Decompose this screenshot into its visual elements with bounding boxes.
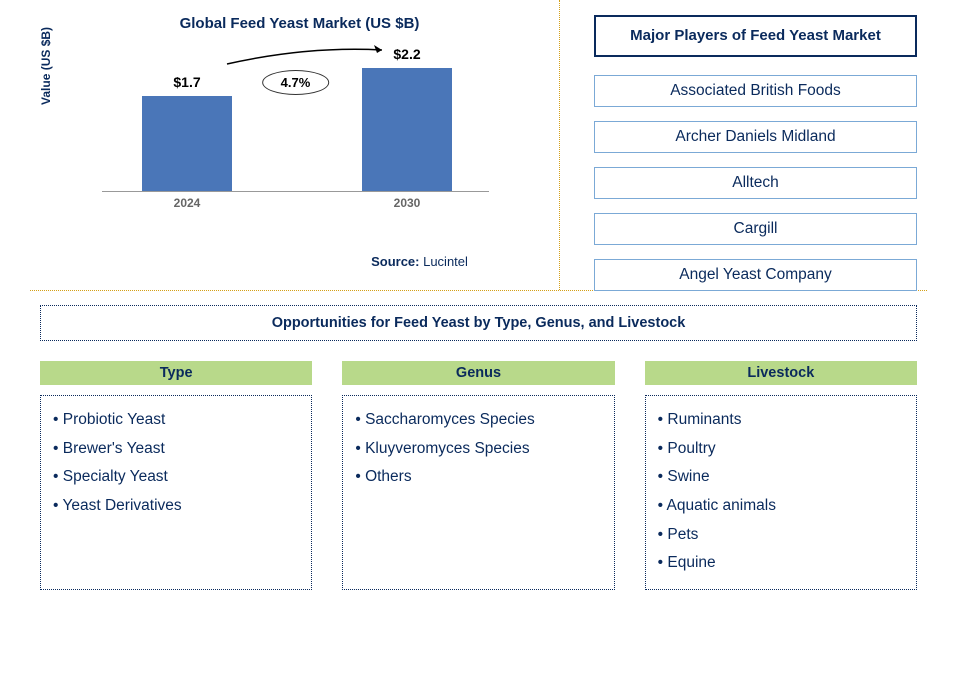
- source-attribution: Source: Lucintel: [310, 254, 529, 269]
- cagr-value: 4.7%: [262, 70, 330, 95]
- list-item: Poultry: [658, 435, 904, 464]
- players-title-box: Major Players of Feed Yeast Market: [594, 15, 917, 57]
- major-players-panel: Major Players of Feed Yeast Market Assoc…: [560, 0, 957, 290]
- bar-2024: $1.7: [142, 96, 232, 191]
- bar-label-2030: $2.2: [362, 46, 452, 62]
- opp-list-type: Probiotic Yeast Brewer's Yeast Specialty…: [40, 395, 312, 590]
- bar-2030: $2.2: [362, 68, 452, 191]
- opp-col-type: Type Probiotic Yeast Brewer's Yeast Spec…: [40, 361, 312, 590]
- list-item: Equine: [658, 549, 904, 578]
- opp-list-genus: Saccharomyces Species Kluyveromyces Spec…: [342, 395, 614, 590]
- list-item: Swine: [658, 463, 904, 492]
- source-name: Lucintel: [423, 254, 468, 269]
- players-title: Major Players of Feed Yeast Market: [630, 27, 881, 44]
- bar-label-2024: $1.7: [142, 74, 232, 90]
- opportunities-panel: Opportunities for Feed Yeast by Type, Ge…: [0, 291, 957, 590]
- opp-header-livestock: Livestock: [645, 361, 917, 385]
- opp-header-genus: Genus: [342, 361, 614, 385]
- list-item: Yeast Derivatives: [53, 492, 299, 521]
- player-item: Alltech: [594, 167, 917, 199]
- player-item: Cargill: [594, 213, 917, 245]
- opportunities-title-box: Opportunities for Feed Yeast by Type, Ge…: [40, 305, 917, 341]
- player-item: Associated British Foods: [594, 75, 917, 107]
- player-item: Archer Daniels Midland: [594, 121, 917, 153]
- list-item: Brewer's Yeast: [53, 435, 299, 464]
- cagr-callout: 4.7%: [262, 70, 330, 95]
- x-tick-2030: 2030: [362, 196, 452, 210]
- list-item: Saccharomyces Species: [355, 406, 601, 435]
- list-item: Specialty Yeast: [53, 463, 299, 492]
- chart-panel: Global Feed Yeast Market (US $B) Value (…: [0, 0, 560, 290]
- source-prefix: Source:: [371, 254, 423, 269]
- player-item: Angel Yeast Company: [594, 259, 917, 291]
- list-item: Ruminants: [658, 406, 904, 435]
- top-section: Global Feed Yeast Market (US $B) Value (…: [0, 0, 957, 290]
- opp-col-livestock: Livestock Ruminants Poultry Swine Aquati…: [645, 361, 917, 590]
- opp-list-livestock: Ruminants Poultry Swine Aquatic animals …: [645, 395, 917, 590]
- opp-header-type: Type: [40, 361, 312, 385]
- list-item: Aquatic animals: [658, 492, 904, 521]
- chart-title: Global Feed Yeast Market (US $B): [70, 15, 529, 32]
- list-item: Others: [355, 463, 601, 492]
- x-tick-2024: 2024: [142, 196, 232, 210]
- chart-body: Value (US $B) $1.7 $2.2 4.7% 2024 2030: [102, 52, 489, 222]
- chart-plot: $1.7 $2.2 4.7%: [102, 52, 489, 192]
- opportunities-columns: Type Probiotic Yeast Brewer's Yeast Spec…: [40, 361, 917, 590]
- list-item: Kluyveromyces Species: [355, 435, 601, 464]
- opportunities-title: Opportunities for Feed Yeast by Type, Ge…: [272, 315, 686, 331]
- list-item: Probiotic Yeast: [53, 406, 299, 435]
- y-axis-label: Value (US $B): [39, 27, 53, 105]
- opp-col-genus: Genus Saccharomyces Species Kluyveromyce…: [342, 361, 614, 590]
- list-item: Pets: [658, 521, 904, 550]
